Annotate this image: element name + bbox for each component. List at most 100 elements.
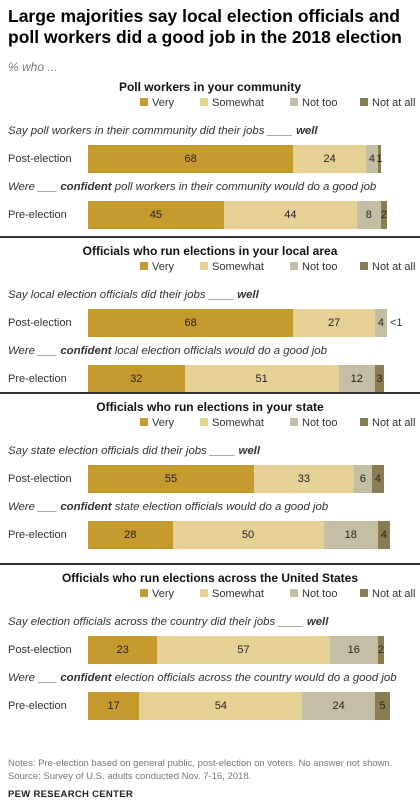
legend-swatch [290,262,298,270]
question-text: Say election officials across the countr… [8,616,418,628]
question-prefix: Say state election officials did their j… [8,445,239,457]
row-label: Post-election [8,317,72,329]
bar-segment-somewhat [184,365,339,393]
bar-segment-not-at_all [377,636,384,664]
bar-value-label: 33 [297,473,311,485]
legend-label: Somewhat [212,588,264,600]
bar-value-label: 12 [350,373,363,385]
row-label: Pre-election [8,529,67,541]
bar-value-label: 5 [379,700,386,712]
bar-segment-not-at_all [374,692,390,720]
bar-segment-very [88,201,224,229]
legend-label: Not too [302,588,338,600]
row-label: Pre-election [8,209,67,221]
bar-segment-very [88,465,255,493]
legend-item: Somewhat [200,417,264,429]
question-text: Say poll workers in their commmunity did… [8,125,418,137]
question-prefix: Say poll workers in their commmunity did… [8,125,297,137]
bar-segment-not-too [374,309,387,337]
legend-item: Somewhat [200,97,264,109]
panel-title: Poll workers in your community [118,80,302,94]
legend-item: Not at all [360,588,415,600]
panel-title: Officials who run elections in your loca… [82,244,338,258]
legend-item: Somewhat [200,588,264,600]
legend-label: Very [152,588,175,600]
chart-notes: Notes: Pre-election based on general pub… [8,757,392,783]
question-text: Say state election officials did their j… [8,445,418,457]
bar-value-label: 24 [332,700,345,712]
stacked-bar: 68 24 4 1 [88,145,390,173]
chart-subtitle: % who ... [8,60,58,74]
stacked-bar: 45 44 8 2 [88,201,390,229]
legend-item: Not at all [360,261,415,273]
bar-value-label: 2 [380,209,388,221]
legend-label: Not at all [372,261,416,273]
bar-value-label: 17 [107,700,120,712]
question-prefix: Were ___ [8,345,61,357]
question-prefix: Were ___ [8,501,61,513]
legend-swatch [200,418,208,426]
question-text: Were ___ confident poll workers in their… [8,181,418,193]
legend-swatch [360,418,368,426]
question-emphasis: well [296,125,318,137]
stacked-bar: 23 57 16 2 [88,636,390,664]
question-emphasis: well [238,445,261,457]
bar-value-label: 27 [328,317,341,329]
legend-label: Not too [302,97,338,109]
bar-value-label: 54 [214,700,227,712]
bar-value-label: 24 [323,153,336,165]
bar-value-label: 44 [284,209,297,221]
bar-value-label: 1 [376,153,383,165]
question-emphasis: confident [60,672,112,684]
source-text: Source: Survey of U.S. adults conducted … [8,771,252,782]
question-suffix: poll workers in their community would do… [111,181,377,193]
bar-segment-very [88,521,173,549]
bar-value-label: 2 [377,644,384,656]
legend-item: Very [140,97,174,109]
legend-swatch [200,589,208,597]
question-suffix: election officials across the country wo… [111,672,397,684]
question-prefix: Say election officials across the countr… [8,616,307,628]
legend-label: Not too [302,261,338,273]
question-prefix: Were ___ [8,672,61,684]
chart-title: Large majorities say local election offi… [8,6,402,47]
stacked-bar: 28 50 18 4 [88,521,390,549]
question-text: Were ___ confident state election offici… [8,501,418,513]
question-emphasis: well [237,289,259,301]
question-suffix: local election officials would do a good… [111,345,327,357]
legend-item: Very [140,417,174,429]
question-emphasis: confident [60,181,112,193]
legend-swatch [360,262,368,270]
bar-value-label: 28 [124,529,137,541]
bar-value-label: 6 [359,473,366,485]
question-prefix: Were ___ [8,181,61,193]
bar-value-label: 4 [368,153,375,165]
stacked-bar: 32 51 12 3 [88,365,390,393]
bar-value-label: 55 [164,473,178,485]
row-label: Post-election [8,644,72,656]
bar-segment-very [88,145,294,173]
legend-swatch [200,98,208,106]
bar-segment-somewhat [223,201,357,229]
question-prefix: Say local election officials did their j… [8,289,238,301]
legend-swatch [360,98,368,106]
bar-value-label: 23 [116,644,129,656]
bar-value-label: 3 [376,373,383,385]
row-label: Pre-election [8,700,67,712]
legend-item: Not too [290,417,337,429]
bar-segment-somewhat [254,465,354,493]
bar-value-label: 45 [149,209,163,221]
bar-segment-very [88,636,158,664]
panel-title: Officials who run elections across the U… [61,571,359,585]
panel-separator [0,236,420,238]
legend-swatch [200,262,208,270]
bar-segment-somewhat [157,636,330,664]
bar-segment-not-at_all [380,201,387,229]
legend-label: Not at all [372,417,416,429]
legend-item: Not too [290,588,337,600]
question-text: Say local election officials did their j… [8,289,418,301]
bar-segment-very [88,309,294,337]
question-emphasis: well [306,616,329,628]
legend-label: Very [152,417,175,429]
bar-segment-very [88,692,140,720]
